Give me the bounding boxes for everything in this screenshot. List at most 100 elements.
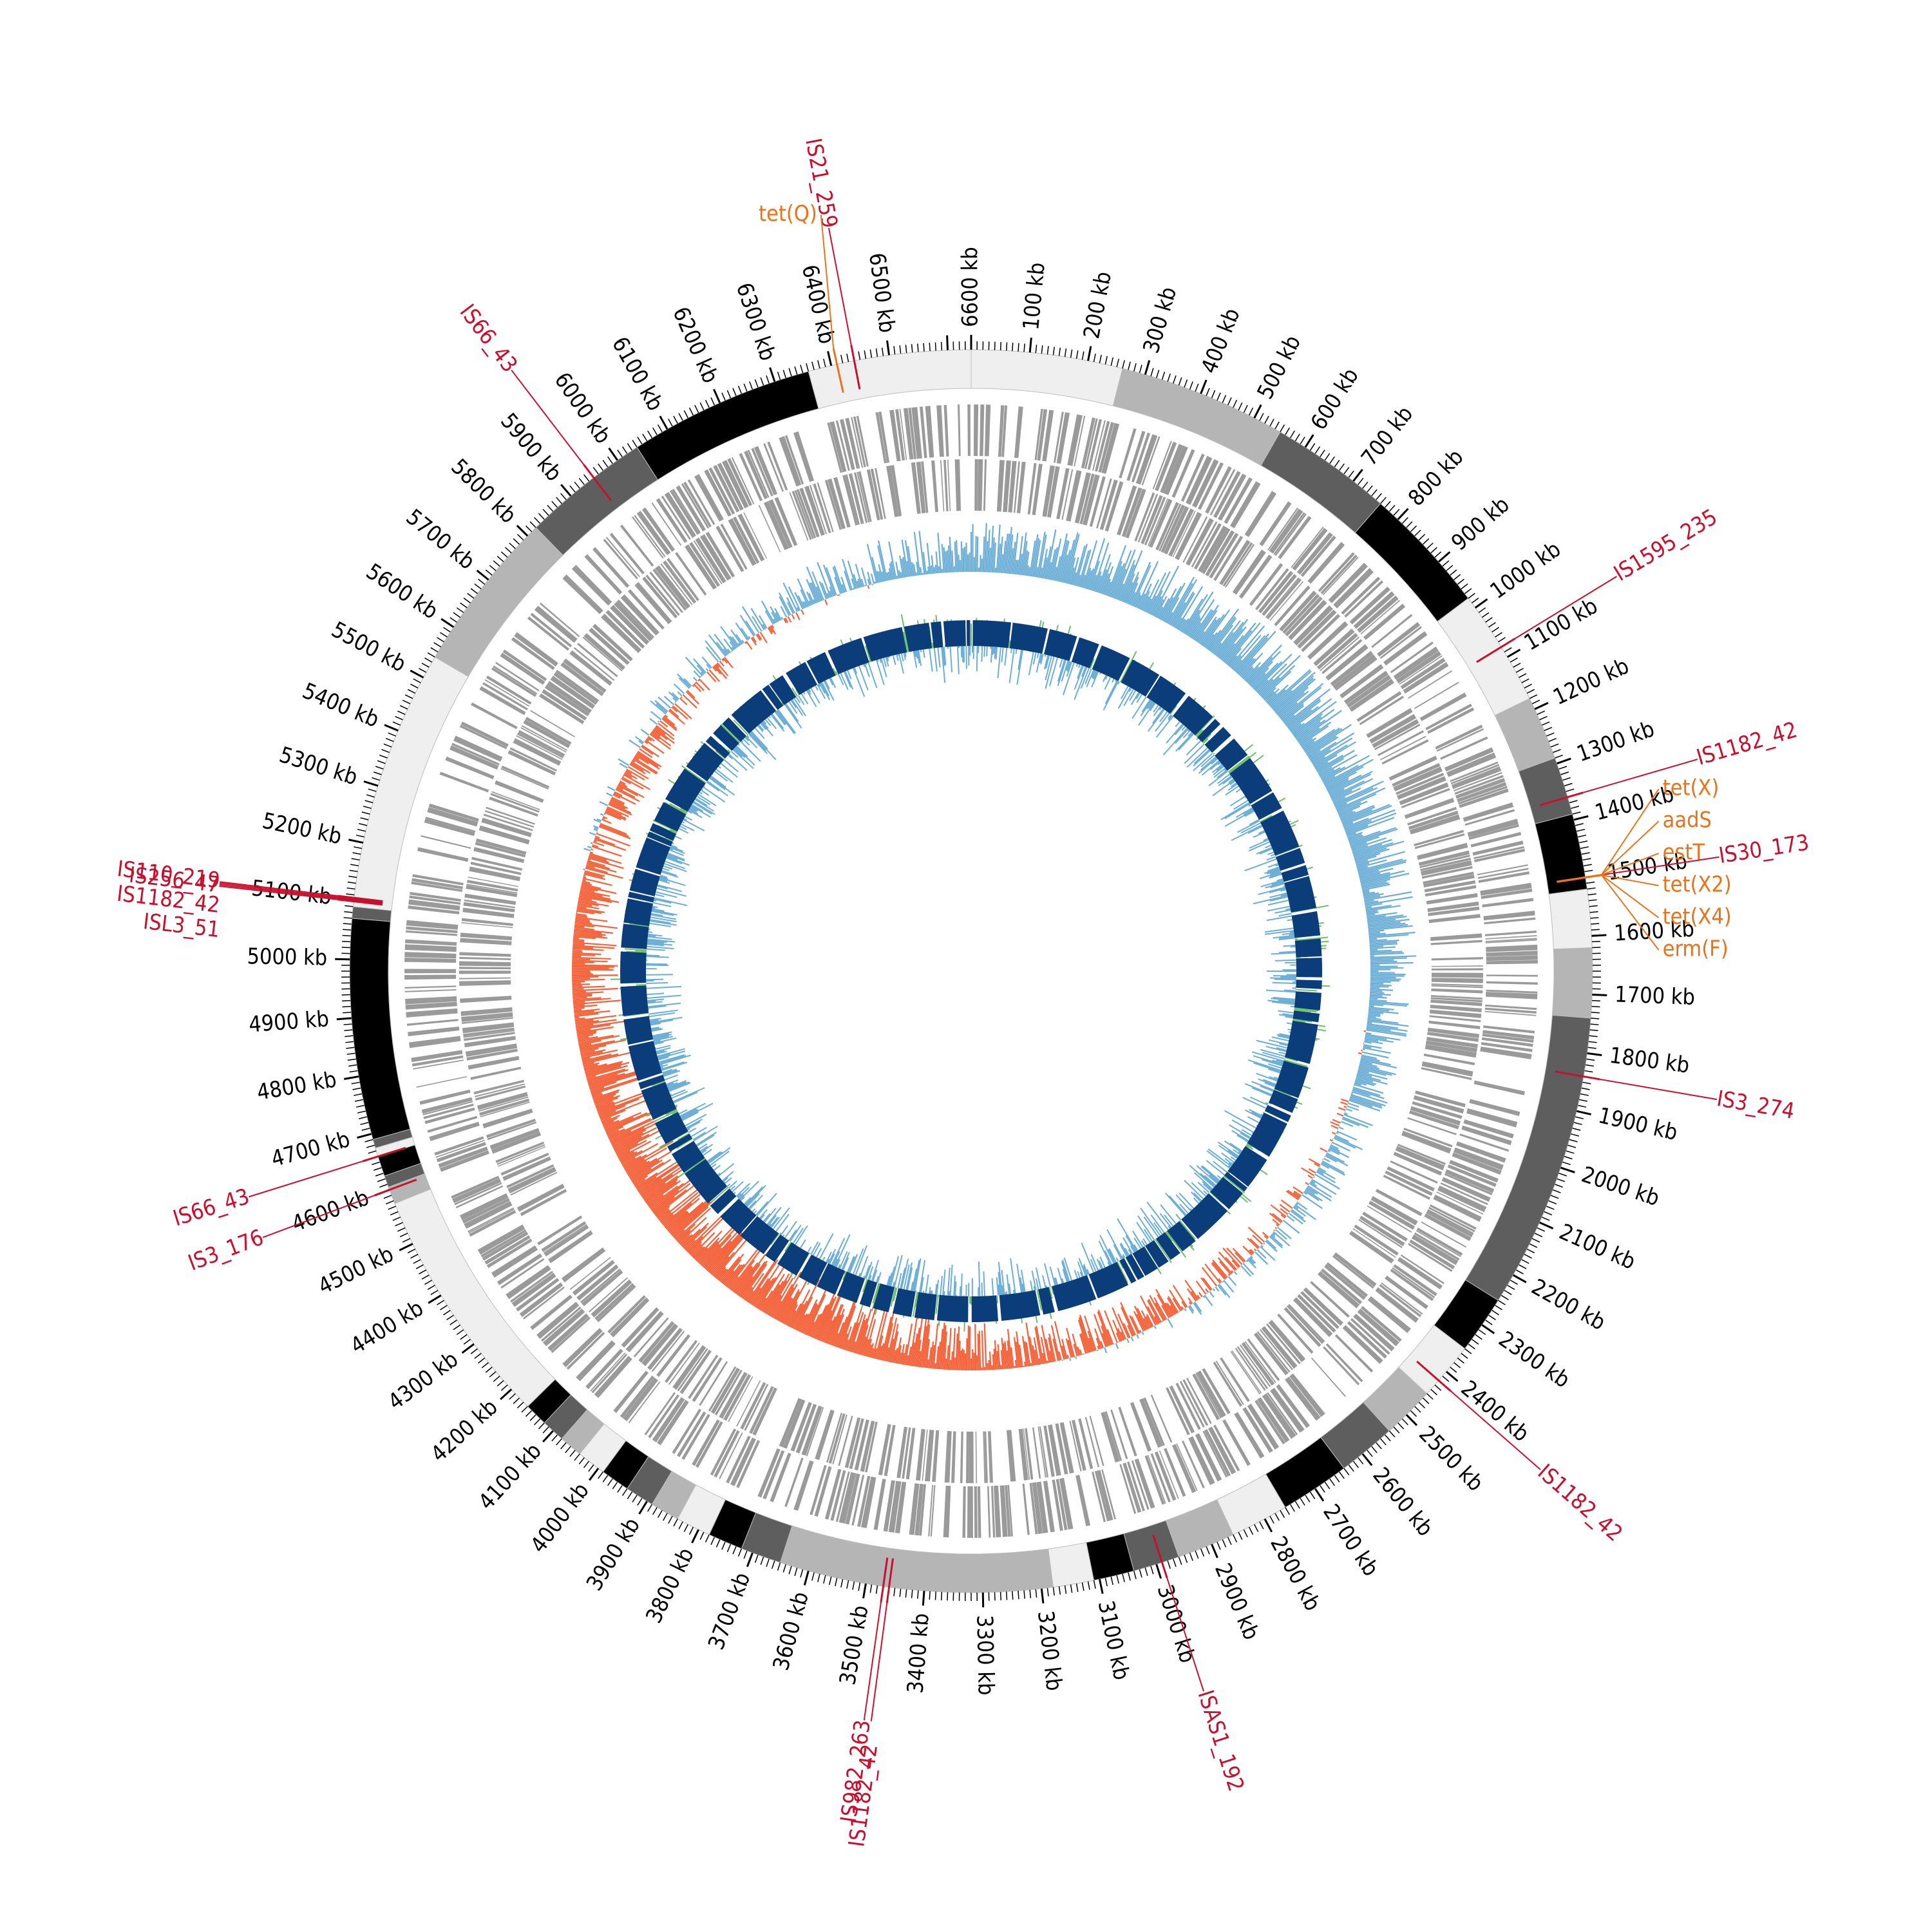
gc-skew-bar bbox=[1367, 915, 1407, 922]
gc-content-bar bbox=[1189, 1164, 1215, 1188]
cds-feature bbox=[411, 881, 463, 893]
cds-feature bbox=[1426, 1209, 1474, 1238]
cds-feature bbox=[1427, 901, 1479, 913]
gc-content-bar bbox=[1074, 665, 1084, 690]
gc-skew-bar bbox=[702, 1235, 732, 1267]
cds-feature bbox=[1359, 696, 1405, 725]
cds-feature bbox=[1393, 766, 1443, 791]
gc-skew-bar bbox=[1086, 568, 1095, 590]
minor-tick bbox=[1588, 1041, 1597, 1043]
cds-feature bbox=[1385, 1275, 1428, 1309]
gc-skew-bar bbox=[1365, 905, 1401, 912]
gc-skew-bar bbox=[786, 1304, 799, 1326]
gc-content-bar bbox=[700, 790, 710, 796]
gc-content-bar bbox=[672, 842, 674, 845]
gc-skew-bar bbox=[629, 1150, 672, 1178]
cds-feature bbox=[460, 938, 512, 945]
gc-skew-bar bbox=[1262, 670, 1292, 699]
gc-skew-bar bbox=[679, 1235, 690, 1245]
gc-skew-bar bbox=[1079, 1334, 1087, 1354]
gc-content-bar bbox=[1099, 672, 1101, 675]
minor-tick bbox=[493, 1376, 500, 1382]
gc-content-bar bbox=[1267, 999, 1295, 1004]
gc-content-bar bbox=[1116, 1261, 1128, 1283]
gc-skew-bar bbox=[1233, 635, 1266, 672]
gc-content-bar bbox=[699, 791, 703, 795]
gc-content-bar bbox=[863, 664, 866, 668]
gc-skew-bar bbox=[1236, 630, 1276, 674]
gc-content-bar bbox=[686, 1119, 703, 1129]
minor-tick bbox=[1401, 516, 1408, 524]
gc-skew-bar bbox=[1139, 1295, 1157, 1326]
gc-content-bar bbox=[766, 717, 777, 730]
gc-skew-bar bbox=[575, 916, 608, 922]
cds-feature bbox=[551, 1316, 591, 1353]
minor-tick bbox=[433, 642, 442, 648]
gc-skew-bar bbox=[1347, 833, 1362, 840]
gc-skew-bar bbox=[817, 562, 831, 598]
cds-feature bbox=[1362, 1211, 1408, 1242]
major-tick bbox=[1481, 1324, 1495, 1334]
cds-feature bbox=[591, 1353, 628, 1394]
cds-feature bbox=[984, 1431, 988, 1483]
gc-skew-bar bbox=[1282, 703, 1304, 722]
gc-skew-bar bbox=[1079, 1314, 1093, 1352]
cds-feature bbox=[486, 1238, 533, 1268]
minor-tick bbox=[1426, 542, 1434, 549]
cds-feature bbox=[1457, 782, 1507, 802]
cds-feature bbox=[962, 1486, 966, 1538]
minor-tick bbox=[360, 817, 369, 820]
cds-feature bbox=[435, 1139, 485, 1158]
gc-content-bar bbox=[662, 1068, 677, 1075]
gc-skew-bar bbox=[886, 1318, 898, 1362]
cds-feature bbox=[916, 461, 926, 514]
minor-tick bbox=[658, 1510, 663, 1518]
major-tick bbox=[1304, 434, 1314, 448]
gc-skew-bar bbox=[979, 554, 981, 573]
gc-content-bar bbox=[656, 887, 687, 897]
cds-feature bbox=[1056, 468, 1070, 520]
minor-tick bbox=[732, 388, 737, 397]
gc-content-bar bbox=[996, 1295, 999, 1303]
gc-skew-bar bbox=[1317, 1168, 1336, 1180]
gc-skew-bar bbox=[1296, 1201, 1308, 1210]
gc-content-bar bbox=[920, 649, 922, 652]
gc-content-bar bbox=[1164, 1231, 1173, 1242]
minor-tick bbox=[385, 737, 394, 743]
cds-feature bbox=[409, 895, 461, 905]
cds-feature bbox=[1484, 930, 1537, 936]
minor-tick bbox=[683, 410, 688, 419]
minor-tick bbox=[347, 1058, 356, 1061]
minor-tick bbox=[1388, 505, 1396, 512]
cds-feature bbox=[1318, 552, 1355, 592]
gc-skew-bar bbox=[586, 863, 617, 873]
gc-content-bar bbox=[1278, 1035, 1290, 1039]
cds-feature bbox=[1039, 1426, 1049, 1478]
gc-skew-bar bbox=[1349, 1099, 1381, 1112]
gc-skew-bar bbox=[919, 1316, 927, 1368]
gc-skew-bar bbox=[630, 1168, 652, 1182]
minor-tick bbox=[460, 1334, 468, 1340]
gc-skew-bar bbox=[1325, 766, 1364, 788]
cds-feature bbox=[1282, 594, 1320, 634]
cds-feature bbox=[1428, 1206, 1475, 1233]
minor-tick bbox=[1548, 737, 1557, 743]
gc-skew-bar bbox=[1152, 565, 1180, 616]
tick-label: 3400 kb bbox=[903, 1613, 934, 1694]
gc-content-bar bbox=[1096, 1258, 1103, 1270]
minor-tick bbox=[1485, 1320, 1493, 1325]
gc-content-bar bbox=[651, 910, 674, 916]
minor-tick bbox=[355, 1104, 365, 1108]
gc-skew-bar bbox=[951, 551, 954, 573]
cds-feature bbox=[719, 1372, 748, 1419]
gc-content-track bbox=[610, 614, 1331, 1332]
gc-skew-bar bbox=[1271, 690, 1293, 709]
minor-tick bbox=[355, 835, 365, 838]
gc-skew-bar bbox=[1232, 659, 1242, 670]
gc-skew-bar bbox=[1347, 1105, 1359, 1111]
minor-tick bbox=[1294, 433, 1300, 442]
cds-feature bbox=[644, 1392, 676, 1435]
gc-content-bar bbox=[1247, 826, 1263, 834]
gc-skew-bar bbox=[729, 636, 739, 648]
cds-feature bbox=[647, 1327, 683, 1370]
